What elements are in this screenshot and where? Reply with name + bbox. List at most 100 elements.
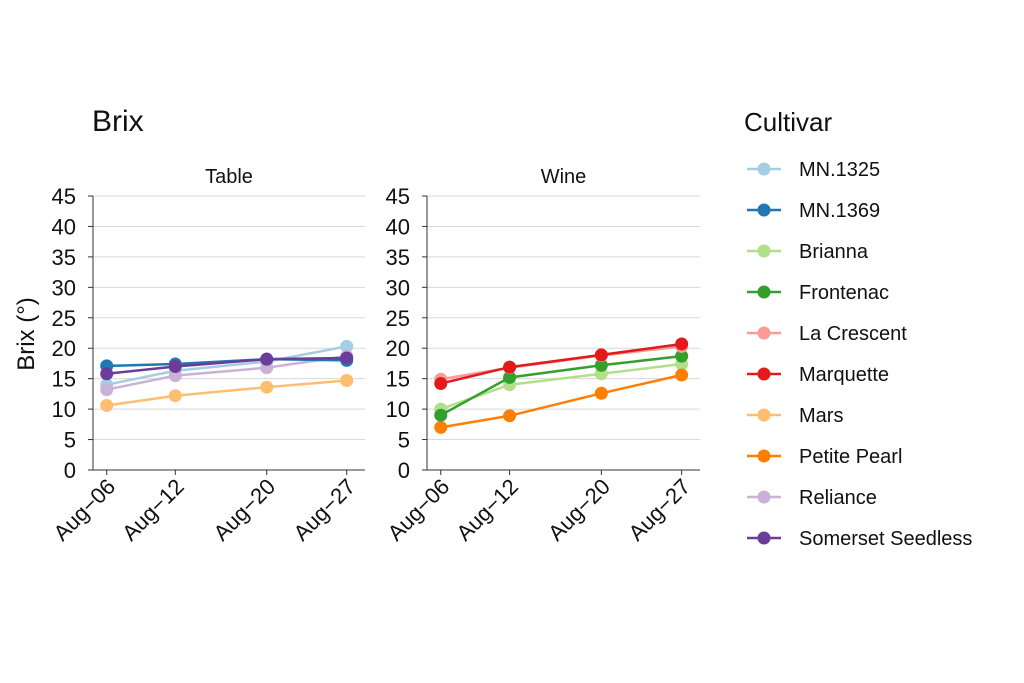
x-tick-label: Aug−12 [117, 474, 189, 546]
data-point [100, 383, 114, 397]
data-point [168, 389, 182, 403]
y-axis-label: Brix (°) [13, 297, 40, 371]
legend-swatch-point [757, 449, 771, 463]
y-tick-label: 5 [64, 428, 76, 453]
y-tick-label: 40 [52, 214, 76, 239]
legend-title: Cultivar [744, 107, 832, 137]
data-point [100, 398, 114, 412]
data-point [594, 386, 608, 400]
data-point [434, 420, 448, 434]
legend-item-frontenac: Frontenac [747, 282, 889, 304]
series-reliance [100, 349, 354, 397]
y-tick-label: 35 [386, 245, 410, 270]
legend-label: Reliance [799, 487, 877, 509]
y-tick-label: 45 [386, 184, 410, 209]
series-petite-pearl [434, 368, 689, 434]
legend-label: Brianna [799, 241, 869, 263]
legend-swatch-point [757, 326, 771, 340]
data-point [503, 360, 517, 374]
y-tick-label: 15 [52, 367, 76, 392]
data-point [100, 367, 114, 381]
y-tick-label: 20 [386, 336, 410, 361]
y-tick-label: 5 [398, 428, 410, 453]
data-point [594, 358, 608, 372]
legend-item-marquette: Marquette [747, 364, 889, 386]
legend-swatch-point [757, 285, 771, 299]
legend-swatch-point [757, 531, 771, 545]
legend-label: Mars [799, 405, 843, 427]
x-tick-label: Aug−20 [543, 474, 615, 546]
legend-label: Somerset Seedless [799, 528, 972, 550]
y-tick-label: 30 [386, 275, 410, 300]
y-tick-label: 10 [386, 397, 410, 422]
legend-swatch-point [757, 408, 771, 422]
series-line [106, 356, 347, 376]
legend-item-mn-1325: MN.1325 [747, 159, 880, 181]
legend-item-petite-pearl: Petite Pearl [747, 446, 902, 468]
legend-label: La Crescent [799, 323, 907, 345]
data-point [340, 339, 354, 353]
data-point [260, 352, 274, 366]
legend-item-la-crescent: La Crescent [747, 323, 907, 345]
y-tick-label: 25 [386, 306, 410, 331]
data-point [340, 373, 354, 387]
x-tick-label: Aug−27 [289, 474, 361, 546]
x-tick-label: Aug−20 [209, 474, 281, 546]
data-point [168, 369, 182, 383]
data-point [260, 380, 274, 394]
y-tick-label: 40 [386, 214, 410, 239]
series-line [106, 345, 347, 386]
y-tick-label: 20 [52, 336, 76, 361]
y-tick-label: 30 [52, 275, 76, 300]
series-marquette [434, 337, 689, 391]
data-point [675, 349, 689, 363]
chart-title: Brix [92, 105, 144, 138]
data-point [168, 359, 182, 373]
legend-label: MN.1369 [799, 200, 880, 222]
y-tick-label: 0 [398, 458, 410, 483]
legend: MN.1325 MN.1369 Brianna Frontenac La Crescen… [747, 159, 972, 550]
legend-swatch-point [757, 490, 771, 504]
data-point [675, 368, 689, 382]
legend-label: Marquette [799, 364, 889, 386]
y-tick-label: 45 [52, 184, 76, 209]
series-line [106, 379, 347, 407]
y-tick-label: 25 [52, 306, 76, 331]
legend-swatch-point [757, 203, 771, 217]
x-tick-label: Aug−06 [383, 474, 455, 546]
x-tick-label: Aug−06 [49, 474, 121, 546]
legend-item-mars: Mars [747, 405, 843, 427]
series-line [440, 373, 682, 429]
x-tick-label: Aug−12 [451, 474, 523, 546]
series-brianna [434, 357, 689, 416]
y-tick-label: 35 [52, 245, 76, 270]
series-frontenac [434, 349, 689, 422]
legend-item-somerset-seedless: Somerset Seedless [747, 528, 972, 550]
series-somerset-seedless [100, 351, 354, 381]
data-point [503, 370, 517, 384]
y-tick-label: 10 [52, 397, 76, 422]
data-point [503, 409, 517, 423]
legend-swatch-point [757, 244, 771, 258]
data-point [594, 348, 608, 362]
series-line [440, 354, 682, 417]
legend-item-reliance: Reliance [747, 487, 877, 509]
series-mars [100, 373, 354, 412]
legend-swatch-point [757, 367, 771, 381]
data-point [434, 408, 448, 422]
facet-label: Table [205, 166, 253, 188]
legend-label: Petite Pearl [799, 446, 902, 468]
y-tick-label: 0 [64, 458, 76, 483]
series-line [106, 354, 347, 391]
x-tick-label: Aug−27 [623, 474, 695, 546]
legend-label: Frontenac [799, 282, 889, 304]
y-tick-label: 15 [386, 367, 410, 392]
legend-label: MN.1325 [799, 159, 880, 181]
legend-swatch-point [757, 162, 771, 176]
legend-item-brianna: Brianna [747, 241, 869, 263]
facet-label: Wine [541, 166, 587, 188]
data-point [675, 337, 689, 351]
